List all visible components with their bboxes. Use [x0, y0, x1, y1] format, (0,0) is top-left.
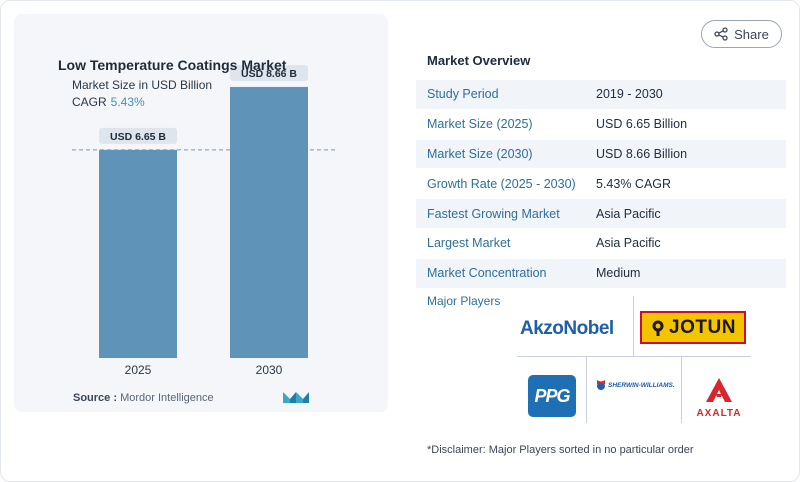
jotun-emblem-icon: [652, 320, 664, 336]
chart-cagr: CAGR 5.43%: [72, 95, 145, 109]
overview-row: Market Concentration Medium: [416, 258, 786, 289]
axalta-a-icon: [706, 378, 732, 402]
axalta-logo: AXALTA: [693, 378, 745, 419]
x-tick-label: 2025: [125, 363, 152, 377]
overview-row-label: Market Concentration: [427, 266, 547, 281]
share-label: Share: [734, 26, 769, 42]
chart-title: Low Temperature Coatings Market: [58, 57, 287, 73]
data-label-bg: [230, 64, 308, 81]
axalta-wordmark: AXALTA: [696, 408, 742, 419]
chart-card: [14, 14, 388, 412]
players-title: Major Players: [427, 294, 501, 308]
source-name: Mordor Intelligence: [120, 392, 214, 404]
source-line: Source : Mordor Intelligence: [73, 392, 214, 404]
overview-row-label: Largest Market: [427, 236, 511, 251]
overview-row: Fastest Growing Market Asia Pacific: [416, 199, 786, 229]
jotun-wordmark: JOTUN: [669, 316, 736, 338]
sherwin-williams-logo: SHERWIN-WILLIAMS.: [596, 379, 675, 391]
divider: [681, 357, 682, 423]
overview-row-label: Market Size (2025): [427, 117, 533, 132]
globe-icon: [597, 380, 605, 390]
overview-row: Market Size (2025) USD 6.65 Billion: [416, 110, 786, 140]
overview-row-label: Growth Rate (2025 - 2030): [427, 176, 576, 191]
ppg-wordmark: PPG: [534, 385, 570, 406]
disclaimer: *Disclaimer: Major Players sorted in no …: [427, 444, 694, 456]
bar-2025: [99, 149, 177, 358]
share-button[interactable]: Share: [701, 20, 782, 48]
divider: [633, 296, 634, 357]
x-tick-label: 2030: [256, 363, 283, 377]
overview-table: Study Period 2019 - 2030 Market Size (2025…: [416, 80, 786, 289]
divider: [517, 356, 751, 357]
overview-row: Market Size (2030) USD 8.66 Billion: [416, 139, 786, 170]
bar-2030: [230, 86, 308, 358]
akzonobel-logo: AkzoNobel: [520, 318, 614, 339]
sherwin-williams-wordmark: SHERWIN-WILLIAMS.: [608, 381, 675, 389]
ppg-logo: PPG: [528, 375, 576, 417]
cagr-value: 5.43%: [110, 95, 145, 109]
divider: [586, 357, 587, 423]
overview-row-label: Market Size (2030): [427, 146, 533, 161]
jotun-logo: JOTUN: [640, 311, 746, 344]
mordor-logo-icon: [283, 392, 309, 403]
chart-subtitle: Market Size in USD Billion: [72, 78, 213, 92]
data-label: USD 6.65 B: [110, 131, 166, 143]
overview-title: Market Overview: [427, 53, 531, 68]
source-label: Source :: [73, 392, 118, 404]
overview-row: Study Period 2019 - 2030: [416, 80, 786, 110]
overview-row-value: Medium: [596, 266, 641, 281]
data-label: USD 8.66 B: [241, 68, 297, 80]
overview-row-value: Asia Pacific: [596, 236, 661, 251]
overview-row-value: 5.43% CAGR: [596, 176, 672, 191]
overview-row: Largest Market Asia Pacific: [416, 229, 786, 259]
data-label-bg: [99, 127, 177, 144]
overview-row-value: Asia Pacific: [596, 206, 661, 221]
overview-row-value: 2019 - 2030: [596, 87, 663, 102]
overview-row-label: Study Period: [427, 87, 499, 102]
share-icon: [714, 27, 728, 41]
overview-row: Growth Rate (2025 - 2030) 5.43% CAGR: [416, 169, 786, 200]
overview-row-value: USD 6.65 Billion: [596, 117, 688, 132]
cagr-label: CAGR: [72, 95, 107, 109]
bar-chart: USD 6.65 B 2025 USD 8.66 B 2030: [72, 64, 338, 377]
overview-row-label: Fastest Growing Market: [427, 206, 560, 221]
overview-row-value: USD 8.66 Billion: [596, 146, 688, 161]
